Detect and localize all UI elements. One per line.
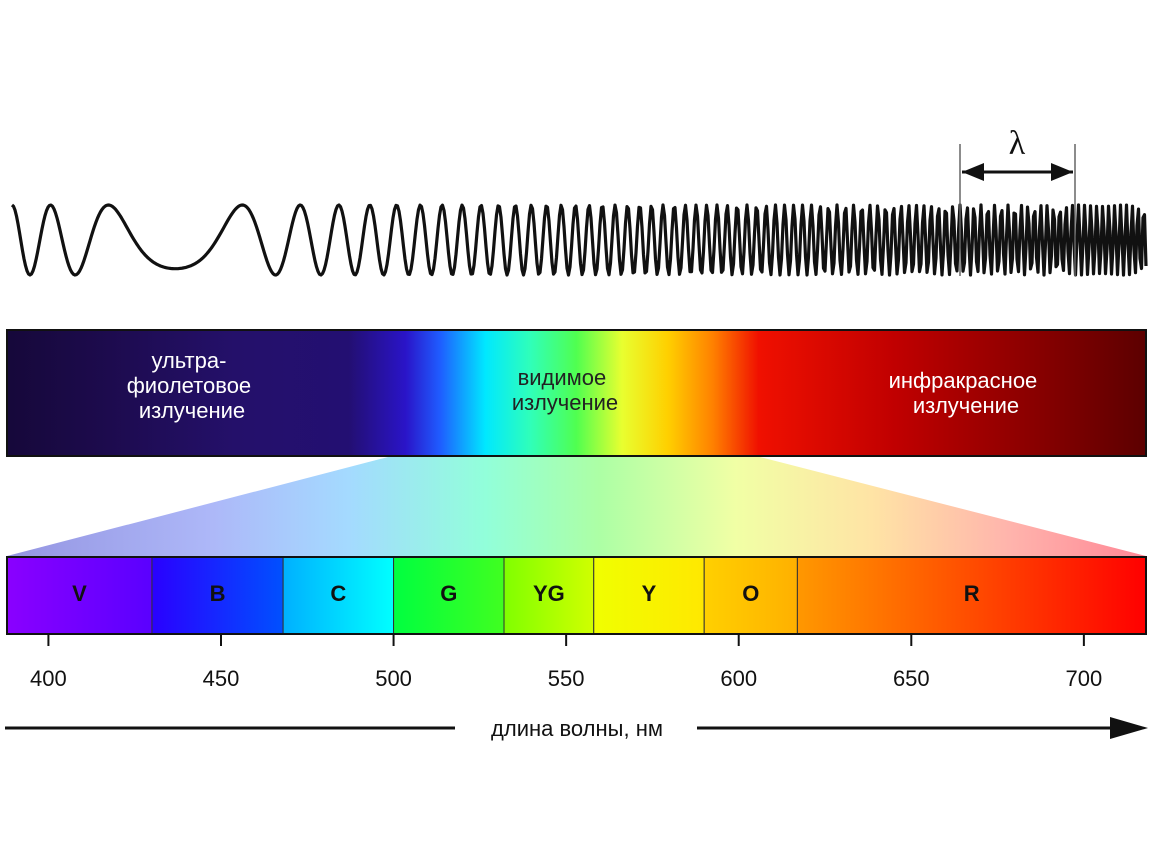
lambda-arrow-head-right bbox=[1051, 163, 1073, 181]
color-band-letter: V bbox=[72, 581, 87, 606]
em-spectrum-band: ультра- фиолетовое излучение видимое изл… bbox=[6, 329, 1147, 457]
uv-label-line-1: ультра- bbox=[151, 348, 226, 373]
color-band-letter: C bbox=[330, 581, 346, 606]
ir-label-line-1: инфракрасное bbox=[889, 368, 1038, 393]
visible-label: видимое излучение bbox=[512, 365, 618, 415]
color-band-letter: G bbox=[440, 581, 457, 606]
visible-label-line-1: видимое bbox=[518, 365, 607, 390]
wavelength-arrow: длина волны, нм bbox=[5, 716, 1148, 741]
visible-label-line-2: излучение bbox=[512, 390, 618, 415]
axis-label: длина волны, нм bbox=[491, 716, 663, 741]
color-band-c bbox=[282, 556, 395, 635]
axis-tick-label: 600 bbox=[720, 666, 757, 691]
ir-label: инфракрасное излучение bbox=[889, 368, 1044, 418]
axis-arrow-head bbox=[1110, 717, 1148, 739]
color-band-letter: Y bbox=[642, 581, 657, 606]
wave-line bbox=[10, 203, 1148, 277]
wave-group: λ bbox=[10, 125, 1148, 277]
axis-tick-label: 650 bbox=[893, 666, 930, 691]
axis-tick-label: 500 bbox=[375, 666, 412, 691]
lambda-arrow-head-left bbox=[962, 163, 984, 181]
uv-label: ультра- фиолетовое излучение bbox=[127, 348, 258, 423]
visible-zoom-fan bbox=[7, 457, 1146, 556]
axis-tick-label: 700 bbox=[1066, 666, 1103, 691]
color-band-letter: B bbox=[210, 581, 226, 606]
color-band-o bbox=[703, 556, 798, 635]
wavelength-axis: 400 450 500 550 600 650 700 bbox=[30, 634, 1102, 691]
axis-tick-label: 550 bbox=[548, 666, 585, 691]
axis-tick-label: 400 bbox=[30, 666, 67, 691]
axis-tick-label: 450 bbox=[203, 666, 240, 691]
color-band-letter: R bbox=[964, 581, 980, 606]
color-band-letter: YG bbox=[533, 581, 565, 606]
color-band-yg bbox=[503, 556, 595, 635]
ir-label-line-2: излучение bbox=[913, 393, 1019, 418]
em-band-rect bbox=[6, 329, 1147, 457]
color-band-y bbox=[593, 556, 705, 635]
uv-label-line-3: излучение bbox=[139, 398, 245, 423]
lambda-label: λ bbox=[1009, 125, 1026, 162]
visible-color-bar: V B C G YG Y O R bbox=[6, 556, 1147, 635]
uv-label-line-2: фиолетовое bbox=[127, 373, 251, 398]
color-band-letter: O bbox=[742, 581, 759, 606]
color-bar-border bbox=[6, 556, 1147, 635]
